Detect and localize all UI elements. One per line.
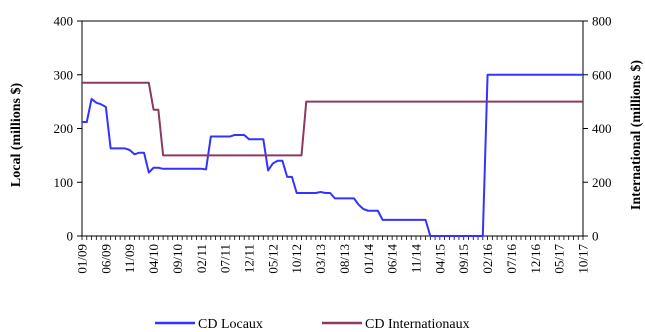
right-tick-label: 600: [592, 67, 612, 82]
series-line-cd-internationaux: [82, 81, 583, 157]
left-axis-title: Local (millions $): [9, 83, 24, 188]
legend: CD Locaux CD Internationaux: [155, 317, 470, 332]
x-tick-label: 06/14: [385, 244, 400, 274]
left-tick-label: 400: [54, 14, 74, 29]
x-tick-label: 11/14: [409, 244, 424, 274]
right-axis-ticks: 0 200 400 600 800: [583, 14, 612, 244]
x-tick-label: 03/13: [313, 244, 328, 274]
x-tick-label: 10/12: [289, 244, 304, 274]
x-tick-label: 12/16: [528, 244, 543, 274]
x-tick-label: 09/10: [170, 244, 185, 274]
legend-label: CD Internationaux: [365, 317, 470, 332]
right-tick-label: 400: [592, 121, 612, 136]
left-tick-label: 200: [54, 121, 74, 136]
left-tick-label: 300: [54, 67, 74, 82]
x-tick-label: 07/16: [504, 244, 519, 274]
x-tick-label: 09/15: [456, 244, 471, 274]
x-tick-label: 01/09: [75, 244, 90, 274]
right-tick-label: 200: [592, 175, 612, 190]
series-line-cd-locaux: [82, 73, 583, 237]
x-tick-label: 02/11: [194, 244, 209, 273]
left-tick-label: 0: [67, 229, 74, 244]
series-group: [82, 73, 583, 237]
x-tick-label: 06/09: [98, 244, 113, 274]
x-tick-label: 05/17: [552, 244, 567, 274]
x-tick-label: 11/09: [122, 244, 137, 273]
left-tick-label: 100: [54, 175, 74, 190]
x-tick-label: 07/11: [218, 244, 233, 273]
x-tick-label: 12/11: [242, 244, 257, 273]
right-tick-label: 0: [592, 229, 599, 244]
x-tick-label: 01/14: [361, 244, 376, 274]
plot-frame: [81, 20, 584, 237]
plot-border: [81, 20, 584, 237]
right-tick-label: 800: [592, 14, 612, 29]
right-axis-title: International (millions $): [629, 60, 644, 210]
x-tick-label: 08/13: [337, 244, 352, 274]
legend-label: CD Locaux: [198, 317, 263, 332]
x-tick-label: 04/10: [146, 244, 161, 274]
x-tick-label: 05/12: [265, 244, 280, 274]
left-axis-ticks: 0 100 200 300 400: [54, 14, 82, 244]
x-axis-ticks: 01/09 06/09 11/09 04/10 09/10 02/11 07/11 12/11…: [75, 236, 591, 274]
x-tick-label: 10/17: [576, 244, 591, 274]
x-tick-label: 02/16: [480, 244, 495, 274]
x-tick-label: 04/15: [432, 244, 447, 274]
